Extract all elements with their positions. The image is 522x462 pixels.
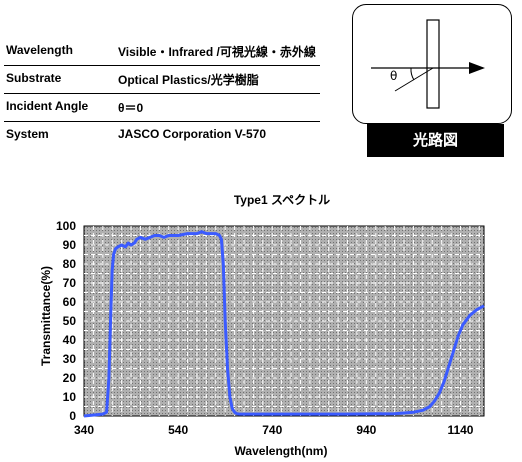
x-tick-label: 1140: [447, 423, 473, 437]
spec-label: System: [6, 127, 49, 141]
spec-value: Visible・Infrared /可視光線・赤外線: [118, 45, 316, 59]
y-tick-label: 50: [63, 314, 77, 328]
y-tick-label: 40: [63, 333, 77, 347]
y-tick-label: 80: [63, 257, 77, 271]
tick-labels: 0 10 20 30 40 50 60 70 80 90 100 340 540 740 940 1140: [56, 219, 474, 437]
spec-value: θ＝0: [118, 101, 144, 115]
y-tick-label: 60: [63, 295, 77, 309]
theta-label: θ: [390, 69, 397, 83]
y-tick-label: 30: [63, 352, 77, 366]
y-tick-label: 0: [69, 409, 76, 423]
angle-arc: [410, 67, 415, 81]
x-tick-label: 940: [356, 423, 376, 437]
spec-label: Incident Angle: [6, 99, 89, 113]
spec-row-system: System JASCO Corporation V-570: [4, 122, 320, 149]
optical-path-diagram: θ: [352, 4, 512, 124]
x-tick-label: 540: [168, 423, 188, 437]
x-tick-label: 740: [262, 423, 282, 437]
series-line: [83, 230, 485, 418]
x-tick-label: 340: [74, 423, 94, 437]
spec-value: Optical Plastics/光学樹脂: [118, 73, 259, 87]
optical-path-svg: θ: [371, 19, 485, 109]
spectrum-chart: Type1 スペクトル 0 10 20 30 40 50 60 70 80 90 100 340 540…: [39, 193, 485, 458]
spec-value: JASCO Corporation V-570: [118, 127, 267, 141]
y-tick-label: 70: [63, 276, 77, 290]
y-tick-label: 10: [63, 390, 77, 404]
chart-grid: [84, 226, 484, 416]
spec-row-incident-angle: Incident Angle θ＝0: [4, 94, 320, 122]
diagram-caption: 光路図: [367, 124, 504, 157]
chart-title: Type1 スペクトル: [234, 193, 330, 207]
y-tick-label: 20: [63, 371, 77, 385]
x-axis-label: Wavelength(nm): [235, 444, 328, 458]
y-axis-label: Transmittance(%): [39, 266, 53, 366]
spec-row-substrate: Substrate Optical Plastics/光学樹脂: [4, 66, 320, 94]
y-tick-label: 100: [56, 219, 76, 233]
spec-table: Wavelength Visible・Infrared /可視光線・赤外線 Su…: [4, 38, 320, 149]
spec-row-wavelength: Wavelength Visible・Infrared /可視光線・赤外線: [4, 38, 320, 66]
y-tick-label: 90: [63, 238, 77, 252]
sample-plate: [426, 19, 440, 109]
spec-label: Wavelength: [6, 43, 73, 57]
arrow-icon: [469, 62, 485, 74]
spec-label: Substrate: [6, 71, 62, 85]
